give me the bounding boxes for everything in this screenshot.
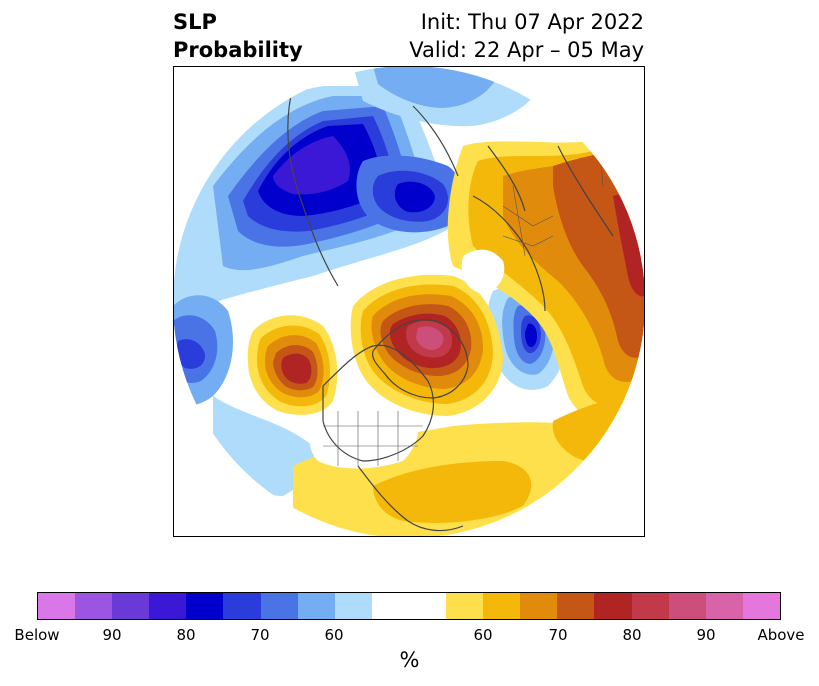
init-time-label: Init: Thu 07 Apr 2022 [420, 10, 644, 34]
colorbar-segment [520, 593, 558, 619]
colorbar-tick-label: 80 [622, 626, 642, 644]
colorbar-tick-label: Below [14, 626, 60, 644]
colorbar-segment [223, 593, 261, 619]
colorbar-tick-label: 60 [473, 626, 493, 644]
colorbar-segment [112, 593, 150, 619]
colorbar-tick-label: 70 [548, 626, 568, 644]
colorbar-segment [631, 593, 669, 619]
colorbar-segment [483, 593, 521, 619]
colorbar-segment [742, 593, 780, 619]
colorbar-segment [446, 593, 484, 619]
valid-period-label: Valid: 22 Apr – 05 May [409, 38, 644, 62]
colorbar-segment [186, 593, 224, 619]
colorbar-segment [38, 593, 76, 619]
variable-label: SLP [173, 10, 217, 34]
colorbar-segment [668, 593, 706, 619]
colorbar-segment [594, 593, 632, 619]
colorbar [37, 592, 781, 620]
colorbar-segment [260, 593, 298, 619]
colorbar-segment [408, 593, 447, 619]
coastline-lines [287, 85, 614, 532]
colorbar-tick-label: 80 [176, 626, 196, 644]
shaded-probability-field [173, 66, 645, 538]
colorbar-tick-label: 60 [324, 626, 344, 644]
map-panel [173, 66, 645, 538]
colorbar-tick-label: 90 [102, 626, 122, 644]
map-title-left: SLP Probability [173, 8, 303, 64]
colorbar-segment [705, 593, 743, 619]
colorbar-segment [297, 593, 335, 619]
colorbar-tick-labels: Below 90 80 70 60 60 70 80 90 Above [0, 626, 819, 646]
colorbar-segment [149, 593, 187, 619]
colorbar-tick-label: 70 [250, 626, 270, 644]
colorbar-segment [75, 593, 113, 619]
colorbar-segment [371, 593, 409, 619]
colorbar-segment [557, 593, 595, 619]
colorbar-segment [334, 593, 372, 619]
probability-map [173, 66, 645, 538]
colorbar-unit-label: % [399, 648, 420, 672]
map-title-right: Init: Thu 07 Apr 2022 Valid: 22 Apr – 05… [409, 8, 644, 64]
colorbar-tick-label: Above [757, 626, 805, 644]
product-label: Probability [173, 38, 303, 62]
colorbar-tick-label: 90 [696, 626, 716, 644]
map-border [173, 66, 645, 537]
